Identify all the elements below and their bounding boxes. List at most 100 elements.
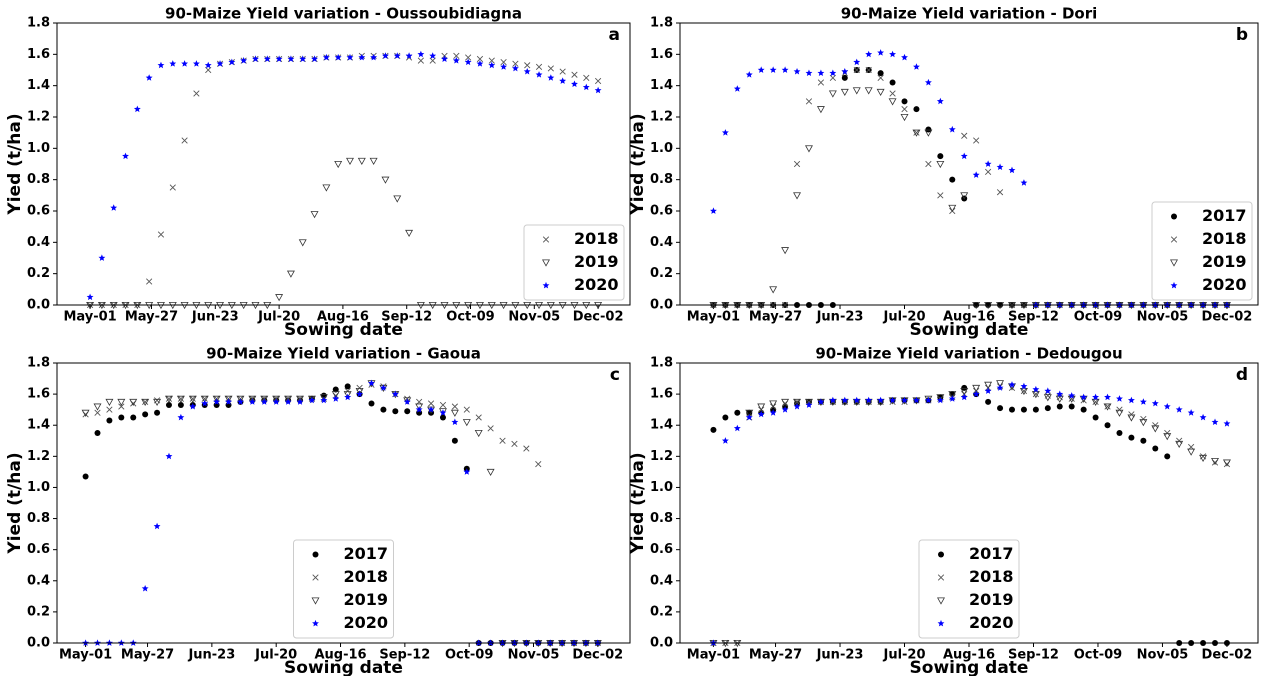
point [474, 430, 483, 438]
point [380, 406, 387, 413]
point [535, 460, 542, 468]
point [1187, 409, 1195, 416]
point [1116, 395, 1123, 402]
plot-frame [56, 22, 631, 306]
point [817, 69, 825, 77]
point [757, 66, 765, 73]
point [296, 395, 305, 403]
point [1140, 437, 1147, 444]
x-axis-label: Sowing date [910, 320, 1029, 340]
x-tick-label: Oct-09 [446, 310, 494, 325]
y-tick-label: 0.8 [27, 511, 50, 526]
point [157, 231, 165, 238]
legend-marker [937, 597, 945, 605]
point [710, 207, 717, 214]
point [381, 176, 390, 184]
x-tick-label: Dec-02 [1202, 310, 1253, 325]
legend-marker [312, 551, 319, 558]
point [165, 395, 173, 402]
plot-frame [679, 22, 1259, 306]
point [439, 401, 447, 409]
y-tick-label: 0.8 [27, 172, 50, 187]
point [948, 395, 956, 402]
legend-label: 2020 [969, 613, 1014, 632]
panel-label: d [1236, 365, 1248, 385]
point [769, 286, 778, 294]
point [559, 68, 566, 75]
point [275, 294, 284, 302]
point [888, 98, 897, 106]
point [1103, 403, 1112, 411]
point [733, 424, 741, 432]
point [181, 60, 189, 67]
point [817, 398, 825, 405]
y-tick-label: 0.6 [650, 542, 673, 557]
point [972, 171, 980, 178]
x-tick-label: Aug-16 [943, 648, 995, 663]
point [169, 60, 177, 67]
point [429, 57, 436, 64]
point [769, 409, 777, 416]
y-tick-label: 0.0 [27, 636, 50, 651]
point [804, 398, 813, 407]
point [1127, 414, 1136, 422]
point [169, 184, 176, 191]
point [284, 395, 293, 403]
y-tick-label: 1.0 [27, 480, 50, 495]
point [193, 90, 200, 97]
x-tick-label: Jun-23 [187, 648, 235, 663]
point [486, 468, 495, 477]
x-tick-label: May-27 [749, 648, 802, 663]
point [840, 88, 849, 97]
x-tick-label: May-27 [749, 310, 802, 325]
point [924, 396, 932, 404]
point [511, 440, 518, 448]
x-tick-label: Jul-20 [882, 310, 925, 325]
point [275, 55, 283, 62]
point [475, 414, 482, 421]
point [188, 395, 197, 403]
y-tick-label: 0.6 [650, 204, 673, 219]
point [889, 79, 896, 86]
point [877, 396, 885, 404]
point [1068, 392, 1076, 399]
point [451, 437, 458, 444]
point [110, 204, 118, 211]
point [117, 398, 126, 407]
point [343, 391, 352, 399]
point [142, 398, 149, 406]
point [1043, 394, 1052, 402]
point [841, 67, 849, 75]
point [937, 192, 944, 199]
point [877, 49, 885, 56]
chart-title: 90-Maize Yield variation - Gaoua [206, 345, 481, 363]
point [368, 379, 375, 387]
legend-marker [311, 597, 320, 605]
point [984, 168, 992, 175]
x-tick-label: Jul-20 [254, 648, 297, 663]
legend-label: 2019 [969, 590, 1014, 609]
point [1080, 406, 1087, 413]
point [284, 398, 292, 405]
point [817, 79, 825, 86]
y-tick-label: 1.2 [27, 110, 50, 125]
point [417, 50, 425, 58]
point [571, 71, 578, 78]
point [961, 132, 968, 139]
legend-label: 2018 [1202, 229, 1247, 248]
point [260, 398, 268, 405]
point [734, 409, 741, 416]
legend-label: 2017 [344, 544, 389, 563]
point [145, 74, 153, 81]
y-tick-label: 0.4 [27, 235, 50, 250]
point [189, 395, 196, 402]
point [286, 270, 295, 278]
point [805, 98, 813, 105]
point [212, 395, 221, 403]
legend-marker [1170, 259, 1178, 267]
point [757, 410, 765, 418]
point [829, 74, 836, 81]
point [948, 391, 957, 399]
point [1175, 440, 1184, 449]
panel-label: b [1236, 25, 1248, 45]
